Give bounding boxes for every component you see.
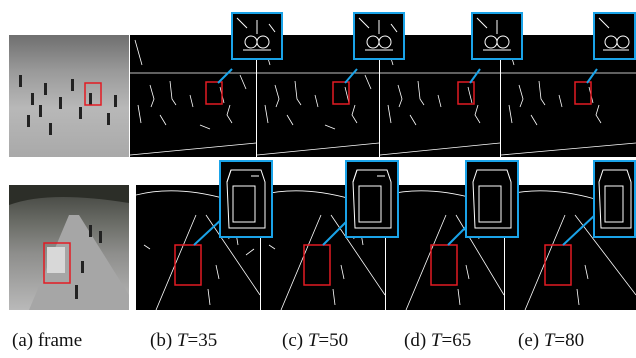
frame-photo-row2 xyxy=(9,185,129,310)
caption-c-value: =50 xyxy=(318,330,349,351)
caption-b-label: (b) xyxy=(150,330,177,351)
caption-d-var: T xyxy=(430,330,442,351)
caption-d: (d) T=65 xyxy=(404,330,471,352)
figure-row-1 xyxy=(9,12,636,157)
caption-e: (e) T=80 xyxy=(518,330,584,352)
caption-b-value: =35 xyxy=(187,330,218,351)
zoom-inset-row1-t50 xyxy=(353,12,405,60)
figure-row-2 xyxy=(9,160,636,310)
caption-c: (c) T=50 xyxy=(282,330,348,352)
zoom-inset-row1-t35 xyxy=(231,12,283,60)
zoom-inset-row1-t80 xyxy=(593,12,636,60)
zoom-inset-row2-t50 xyxy=(345,160,399,238)
caption-b-var: T xyxy=(176,330,188,351)
roi-box xyxy=(43,242,71,284)
caption-a: (a) frame xyxy=(12,330,82,352)
zoom-inset-row2-t35 xyxy=(219,160,273,238)
caption-d-label: (d) xyxy=(404,330,431,351)
caption-a-label: (a) frame xyxy=(12,330,83,351)
caption-e-value: =80 xyxy=(554,330,585,351)
zoom-inset-row1-t65 xyxy=(471,12,523,60)
zoom-inset-row2-t65 xyxy=(465,160,519,238)
caption-d-value: =65 xyxy=(441,330,472,351)
caption-e-var: T xyxy=(543,330,555,351)
zoom-inset-row2-t80 xyxy=(593,160,636,238)
caption-c-var: T xyxy=(307,330,319,351)
caption-b: (b) T=35 xyxy=(150,330,217,352)
caption-e-label: (e) xyxy=(518,330,544,351)
frame-photo-row1 xyxy=(9,35,129,157)
caption-c-label: (c) xyxy=(282,330,308,351)
roi-box xyxy=(84,82,102,106)
